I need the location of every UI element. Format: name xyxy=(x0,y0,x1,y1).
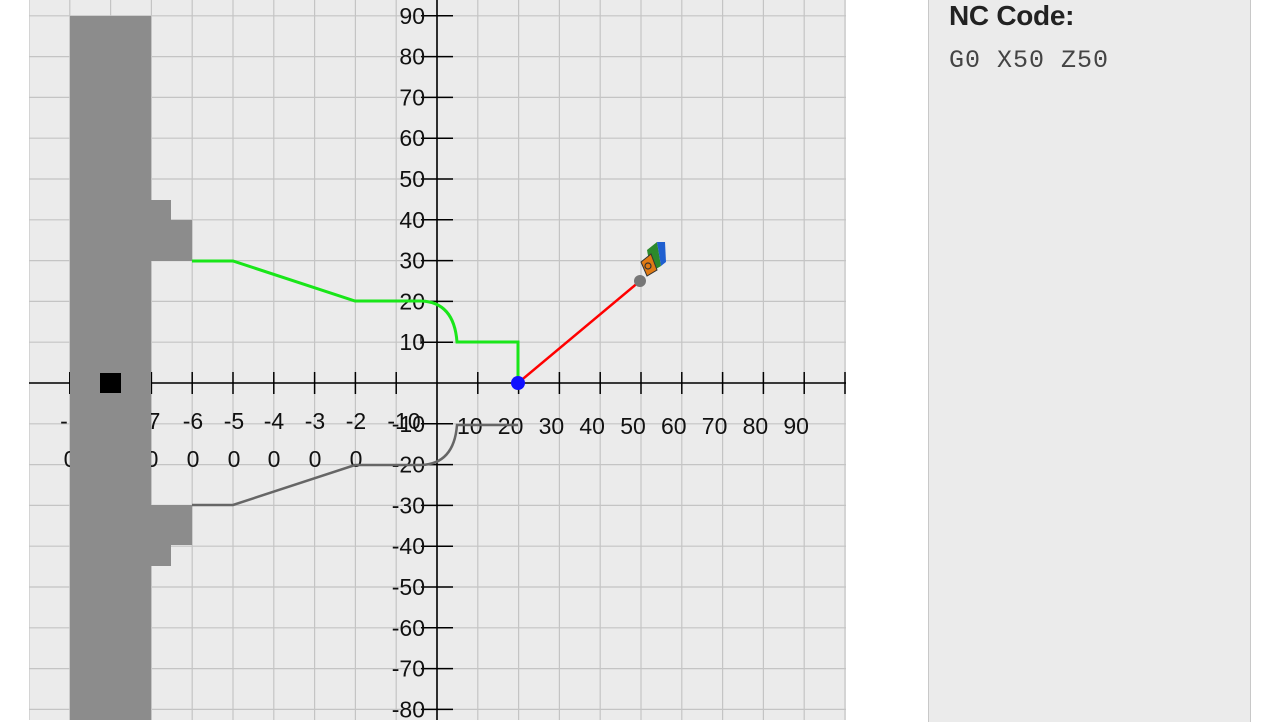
x-axis-label-negative: 0 xyxy=(268,446,281,472)
z-axis-label: 30 xyxy=(399,248,425,274)
z-axis-label: 10 xyxy=(399,329,425,355)
x-axis-label-negative: 0 xyxy=(228,446,241,472)
tool-tip-point xyxy=(634,275,646,287)
axis-labels: 908070605040302010-10-20-30-40-50-60-70-… xyxy=(60,3,809,720)
x-axis-label: 80 xyxy=(743,413,769,439)
z-axis-label: 50 xyxy=(399,166,425,192)
z-axis-label: -60 xyxy=(392,615,425,641)
current-point-marker xyxy=(511,376,525,390)
x-axis-label: 90 xyxy=(783,413,809,439)
z-axis-label: 70 xyxy=(399,84,425,110)
x-axis-label-negative: -5 xyxy=(224,408,244,434)
z-axis-label: 90 xyxy=(399,3,425,29)
tool-holder xyxy=(640,253,658,277)
chuck-marker xyxy=(100,373,121,393)
tool-insert-blue xyxy=(657,242,666,266)
x-axis-label-negative: -2 xyxy=(346,408,366,434)
z-axis-label: -40 xyxy=(392,533,425,559)
x-axis-label-negative: -6 xyxy=(183,408,203,434)
x-axis-label: 40 xyxy=(579,413,605,439)
x-axis-label-negative: 0 xyxy=(309,446,322,472)
rapid-move-line xyxy=(517,280,641,384)
z-axis-label: 80 xyxy=(399,44,425,70)
x-axis-label: 60 xyxy=(661,413,687,439)
simulation-svg: 908070605040302010-10-20-30-40-50-60-70-… xyxy=(29,0,846,720)
axis-ticks xyxy=(69,15,846,711)
cutting-tool xyxy=(634,242,666,287)
x-axis-label-negative: 0 xyxy=(350,446,363,472)
z-axis-label: -50 xyxy=(392,574,425,600)
z-axis-label: -70 xyxy=(392,656,425,682)
nc-code-panel: NC Code: G0 X50 Z50 xyxy=(928,0,1251,722)
contour-top-path xyxy=(192,259,520,383)
lathe-simulation-canvas[interactable]: 90 80 70 60 50 40 30 20 10 -10 -20 -30 -40 -50 -60 -70-… xyxy=(29,0,846,720)
contour-mirror-path xyxy=(192,423,518,507)
x-axis-label-negative: -3 xyxy=(305,408,325,434)
z-axis-label: 40 xyxy=(399,207,425,233)
z-axis-label: -30 xyxy=(392,492,425,518)
z-axis-label: -80 xyxy=(392,696,425,720)
x-axis-label-negative: -10 xyxy=(387,408,420,434)
x-axis-label: 50 xyxy=(620,413,646,439)
x-axis-label: 70 xyxy=(702,413,728,439)
tool-holder-screw xyxy=(644,262,652,270)
stock-workpiece xyxy=(70,16,192,720)
z-axis-label: 60 xyxy=(399,125,425,151)
z-axis-label: -10 xyxy=(392,411,425,437)
x-axis-label-negative: -4 xyxy=(264,408,285,434)
nc-code-text[interactable]: G0 X50 Z50 xyxy=(949,46,1110,75)
x-axis-label: 30 xyxy=(539,413,565,439)
nc-code-title: NC Code: xyxy=(949,0,1075,31)
x-axis-label-negative: 0 xyxy=(187,446,200,472)
x-axis-label-negative: - xyxy=(60,408,68,434)
